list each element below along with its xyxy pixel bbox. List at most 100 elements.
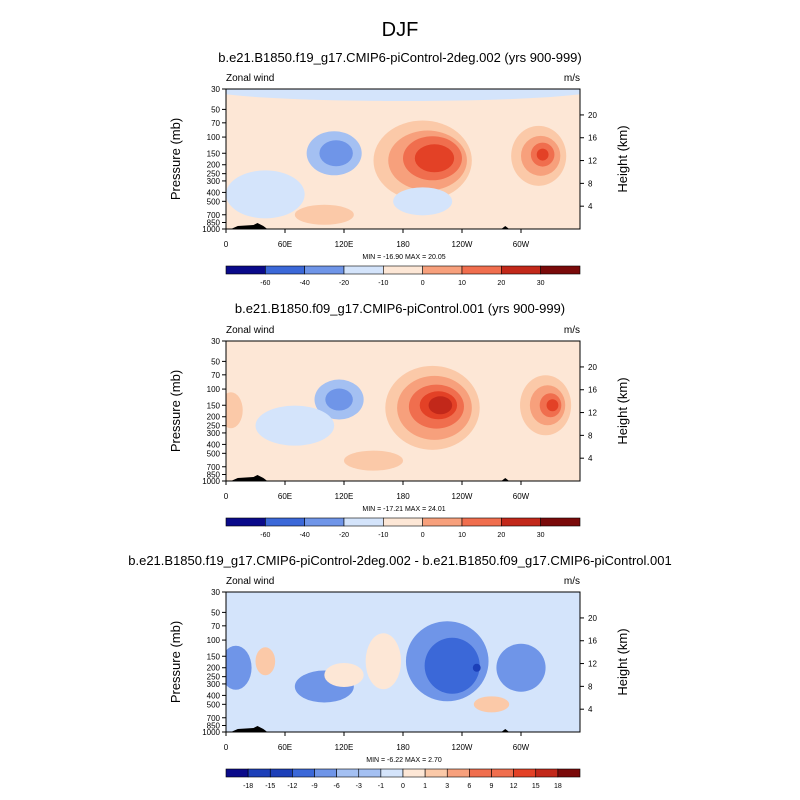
stats-text: MIN = -6.22 MAX = 2.70	[366, 757, 442, 764]
y-tick-label: 150	[207, 401, 221, 410]
contour-region	[319, 140, 353, 167]
contour-region	[226, 592, 580, 602]
colorbar-label: -15	[265, 783, 275, 790]
y-tick-label: 100	[207, 636, 221, 645]
height-tick-label: 4	[588, 705, 593, 714]
y-tick-label: 850	[207, 722, 221, 731]
colorbar-label: -10	[378, 532, 388, 539]
colorbar-label: 0	[421, 280, 425, 287]
colorbar-label: 30	[537, 532, 545, 539]
y-tick-label: 250	[207, 170, 221, 179]
y-tick-label: 100	[207, 385, 221, 394]
colorbar-box	[557, 768, 581, 778]
height-tick-label: 16	[588, 637, 597, 646]
y-tick-label: 400	[207, 188, 221, 197]
y-tick-label: 150	[207, 149, 221, 158]
panel-title: b.e21.B1850.f19_g17.CMIP6-piControl-2deg…	[218, 50, 582, 65]
x-tick-label: 120E	[335, 492, 354, 501]
y-tick-label: 500	[207, 197, 221, 206]
y-tick-label: 700	[207, 211, 221, 220]
contour-region	[226, 392, 243, 429]
colorbar-box	[265, 265, 305, 275]
y-tick-label: 70	[211, 119, 220, 128]
colorbar-label: -18	[243, 783, 253, 790]
colorbar-label: 1	[423, 783, 427, 790]
colorbar-box	[446, 768, 470, 778]
y-tick-label: 850	[207, 219, 221, 228]
y-tick-label: 250	[207, 422, 221, 431]
colorbar-box	[358, 768, 382, 778]
colorbar: -18 -15 -12 -9 -6 -3 -1 0 1 3 6 9 12 15 18	[225, 768, 581, 790]
colorbar-label: 15	[532, 783, 540, 790]
y-tick-label: 300	[207, 177, 221, 186]
variable-label: Zonal wind	[226, 576, 274, 587]
colorbar-box	[225, 768, 249, 778]
colorbar-box	[402, 768, 426, 778]
y-axis-label: Pressure (mb)	[168, 370, 183, 452]
colorbar-label: 6	[467, 783, 471, 790]
height-tick-label: 16	[588, 134, 597, 143]
y-tick-label: 30	[211, 337, 220, 346]
x-tick-label: 180	[396, 492, 410, 501]
y-tick-label: 50	[211, 608, 220, 617]
colorbar-box	[540, 517, 581, 527]
height-tick-label: 16	[588, 386, 597, 395]
colorbar-box	[383, 265, 423, 275]
height-tick-label: 12	[588, 409, 597, 418]
height-tick-label: 12	[588, 660, 597, 669]
colorbar-box	[314, 768, 337, 778]
contour-region	[472, 663, 481, 672]
y-tick-label: 1000	[202, 225, 220, 234]
colorbar-box	[461, 265, 502, 275]
x-tick-label: 60W	[513, 743, 530, 752]
colorbar-box	[383, 517, 423, 527]
contour-region	[226, 170, 305, 219]
contour-region	[546, 399, 559, 412]
colorbar-label: 9	[490, 783, 494, 790]
colorbar-label: -3	[356, 783, 362, 790]
colorbar-box	[422, 517, 463, 527]
colorbar-label: -20	[339, 280, 349, 287]
height-axis-label: Height (km)	[615, 628, 630, 695]
x-tick-label: 60E	[278, 240, 292, 249]
contour-region	[393, 187, 453, 216]
colorbar-label: -1	[378, 783, 384, 790]
y-tick-label: 400	[207, 440, 221, 449]
panel-title: b.e21.B1850.f09_g17.CMIP6-piControl.001 …	[235, 301, 565, 316]
panel-1: b.e21.B1850.f19_g17.CMIP6-piControl-2deg…	[168, 50, 630, 287]
y-tick-label: 700	[207, 463, 221, 472]
contour-region	[324, 663, 364, 688]
panel-3: b.e21.B1850.f19_g17.CMIP6-piControl-2deg…	[128, 553, 671, 790]
contour-region	[424, 637, 480, 694]
colorbar-box	[491, 768, 514, 778]
y-tick-label: 200	[207, 161, 221, 170]
colorbar-label: -60	[260, 532, 270, 539]
colorbar-box	[304, 517, 345, 527]
y-tick-label: 300	[207, 429, 221, 438]
contour-region	[536, 148, 549, 161]
height-tick-label: 20	[588, 111, 597, 120]
y-tick-label: 500	[207, 700, 221, 709]
panel-2: b.e21.B1850.f09_g17.CMIP6-piControl.001 …	[168, 301, 630, 539]
x-tick-label: 180	[396, 240, 410, 249]
colorbar-box	[380, 768, 404, 778]
colorbar-label: 20	[497, 532, 505, 539]
y-tick-label: 200	[207, 413, 221, 422]
colorbar-label: 0	[401, 783, 405, 790]
contour-field	[226, 592, 580, 732]
x-tick-label: 60W	[513, 492, 530, 501]
y-tick-label: 30	[211, 85, 220, 94]
colorbar-box	[424, 768, 448, 778]
colorbar-label: -10	[378, 280, 388, 287]
y-tick-label: 150	[207, 652, 221, 661]
colorbar-label: 10	[458, 532, 466, 539]
topography	[230, 475, 268, 481]
units-label: m/s	[564, 73, 580, 84]
colorbar-label: 12	[510, 783, 518, 790]
y-tick-label: 30	[211, 588, 220, 597]
panel-title: b.e21.B1850.f19_g17.CMIP6-piControl-2deg…	[128, 553, 671, 568]
colorbar-box	[422, 265, 463, 275]
colorbar-label: -20	[339, 532, 349, 539]
colorbar-label: 18	[554, 783, 562, 790]
height-tick-label: 4	[588, 202, 593, 211]
